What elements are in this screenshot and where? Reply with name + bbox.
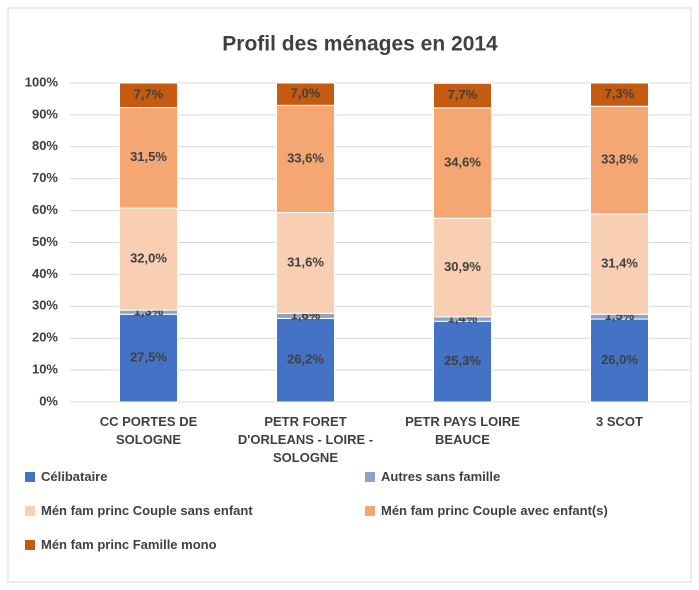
chart-border: [7, 7, 692, 583]
legend-item: Autres sans famille: [365, 469, 500, 484]
bar-segment: [590, 213, 649, 315]
x-tick-label: CC PORTES DE SOLOGNE: [99, 414, 198, 447]
y-tick-label: 40%: [32, 266, 58, 281]
legend-item: Mén fam princ Famille mono: [25, 537, 217, 552]
data-label: 7,0%: [291, 86, 321, 101]
y-tick-label: 60%: [32, 202, 58, 217]
data-label: 31,4%: [601, 256, 638, 271]
y-tick-label: 30%: [32, 298, 58, 313]
data-label: 27,5%: [130, 350, 167, 365]
legend-swatch: [365, 471, 375, 482]
bar-segment: [433, 82, 492, 109]
legend-swatch: [25, 539, 35, 550]
data-label: 7,3%: [605, 86, 635, 101]
legend-label: Mén fam princ Couple avec enfant(s): [381, 503, 608, 518]
bar-segment: [276, 82, 335, 106]
bar-segment: [119, 313, 178, 403]
data-label: 7,7%: [448, 87, 478, 102]
data-label: 26,2%: [287, 352, 324, 367]
x-tick-label: PETR FORET D'ORLEANS - LOIRE - SOLOGNE: [237, 414, 374, 465]
bar-segment: [590, 318, 649, 403]
bar-segment: [433, 217, 492, 318]
y-tick-label: 80%: [32, 138, 58, 153]
bar-segment: [119, 207, 178, 311]
y-tick-label: 0%: [39, 393, 58, 408]
data-label: 7,7%: [134, 87, 164, 102]
bar-segment: [590, 82, 649, 107]
data-label: 33,8%: [601, 152, 638, 167]
x-tick-label: PETR PAYS LOIRE BEAUCE: [405, 414, 520, 447]
legend-label: Mén fam princ Famille mono: [41, 537, 217, 552]
y-tick-label: 20%: [32, 330, 58, 345]
data-label: 34,6%: [444, 155, 481, 170]
legend-swatch: [25, 471, 35, 482]
data-label: 32,0%: [130, 251, 167, 266]
data-label: 31,6%: [287, 254, 324, 269]
legend-label: Autres sans famille: [381, 469, 501, 484]
data-label: 25,3%: [444, 353, 481, 368]
bar-segment: [276, 317, 335, 403]
bar-segment: [433, 107, 492, 219]
y-tick-label: 90%: [32, 106, 58, 121]
x-tick-label: 3 SCOT: [596, 414, 643, 429]
legend-swatch: [365, 505, 375, 516]
bar-segment: [276, 212, 335, 314]
bar-segment: [119, 82, 178, 109]
legend-item: Mén fam princ Couple avec enfant(s): [365, 503, 608, 518]
legend-swatch: [25, 505, 35, 516]
legend-label: Mén fam princ Couple sans enfant: [41, 503, 253, 518]
bar-segment: [119, 107, 178, 209]
bar-segment: [276, 104, 335, 214]
chart-title: Profil des ménages en 2014: [222, 33, 498, 56]
data-label: 26,0%: [601, 352, 638, 367]
legend-item: Mén fam princ Couple sans enfant: [25, 503, 253, 518]
bar-segment: [433, 320, 492, 403]
y-tick-label: 10%: [32, 362, 58, 377]
legend-label: Célibataire: [41, 469, 108, 484]
y-tick-label: 100%: [25, 74, 59, 89]
legend-item: Célibataire: [25, 469, 107, 484]
y-tick-label: 50%: [32, 234, 58, 249]
y-tick-label: 70%: [32, 170, 58, 185]
data-label: 33,6%: [287, 150, 324, 165]
data-label: 31,5%: [130, 149, 167, 164]
data-label: 30,9%: [444, 259, 481, 274]
